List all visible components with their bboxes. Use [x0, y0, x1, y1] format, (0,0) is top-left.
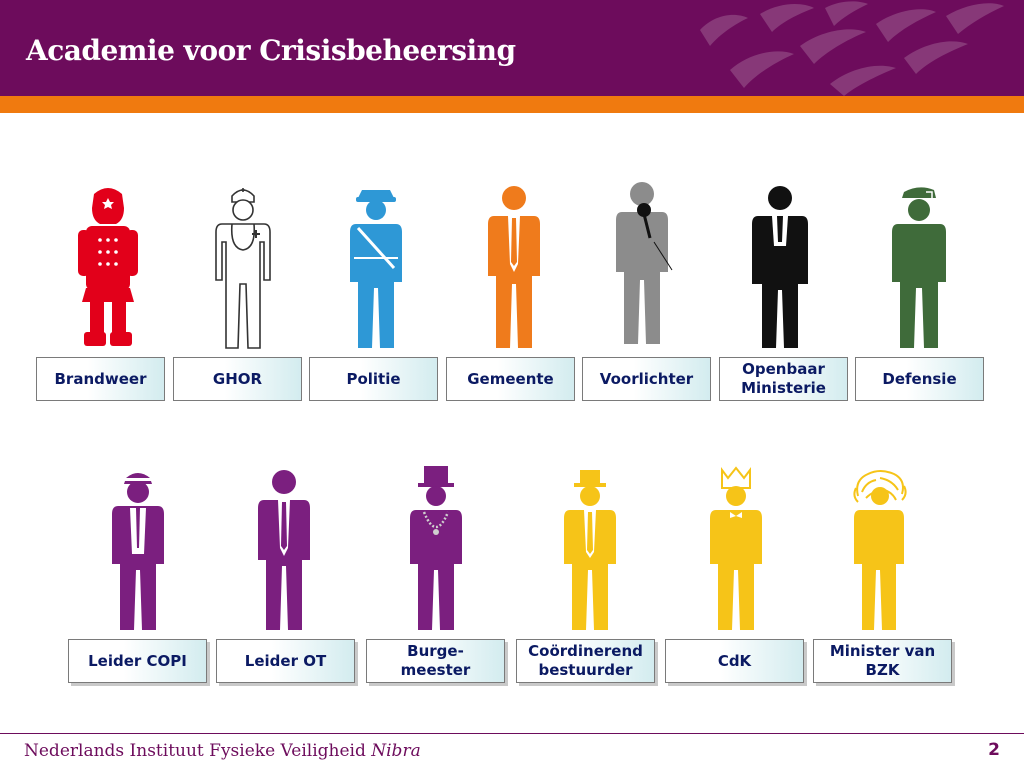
prosecutor-icon: [752, 186, 808, 348]
label-gemeente: Gemeente: [446, 357, 575, 401]
copi-leader-icon: [112, 473, 164, 630]
label-coordinerend-bestuurder: Coördinerend bestuurder: [516, 639, 655, 683]
mayor-icon: [410, 466, 462, 630]
footer-brand: Nibra: [371, 741, 421, 761]
label-defensie: Defensie: [855, 357, 984, 401]
soldier-icon: [892, 187, 946, 348]
label-brandweer: Brandweer: [36, 357, 165, 401]
decorative-swoosh-icon: [700, 1, 1004, 96]
label-ghor: GHOR: [173, 357, 302, 401]
label-cdk: CdK: [665, 639, 804, 683]
kings-commissioner-icon: [710, 466, 762, 630]
spokesperson-icon: [616, 182, 673, 344]
coordinating-administrator-icon: [564, 470, 616, 630]
page-title: Academie voor Crisisbeheersing: [26, 34, 516, 67]
label-burgemeester: Burge- meester: [366, 639, 505, 683]
police-officer-icon: [350, 190, 402, 348]
page-number: 2: [988, 740, 1000, 760]
minister-icon: [853, 470, 907, 630]
label-leider-ot: Leider OT: [216, 639, 355, 683]
firefighter-icon: [78, 188, 138, 346]
label-voorlichter: Voorlichter: [582, 357, 711, 401]
municipal-official-icon: [488, 186, 540, 348]
label-leider-copi: Leider COPI: [68, 639, 207, 683]
header-banner: Academie voor Crisisbeheersing: [0, 0, 1024, 96]
nurse-icon: [215, 188, 271, 349]
footer-divider: [0, 733, 1024, 734]
accent-bar: [0, 96, 1024, 113]
label-minister-van-bzk: Minister van BZK: [813, 639, 952, 683]
label-politie: Politie: [309, 357, 438, 401]
ot-leader-icon: [258, 470, 310, 630]
footer-institute: Nederlands Instituut Fysieke Veiligheid …: [24, 741, 421, 761]
label-openbaar-ministerie: Openbaar Ministerie: [719, 357, 848, 401]
